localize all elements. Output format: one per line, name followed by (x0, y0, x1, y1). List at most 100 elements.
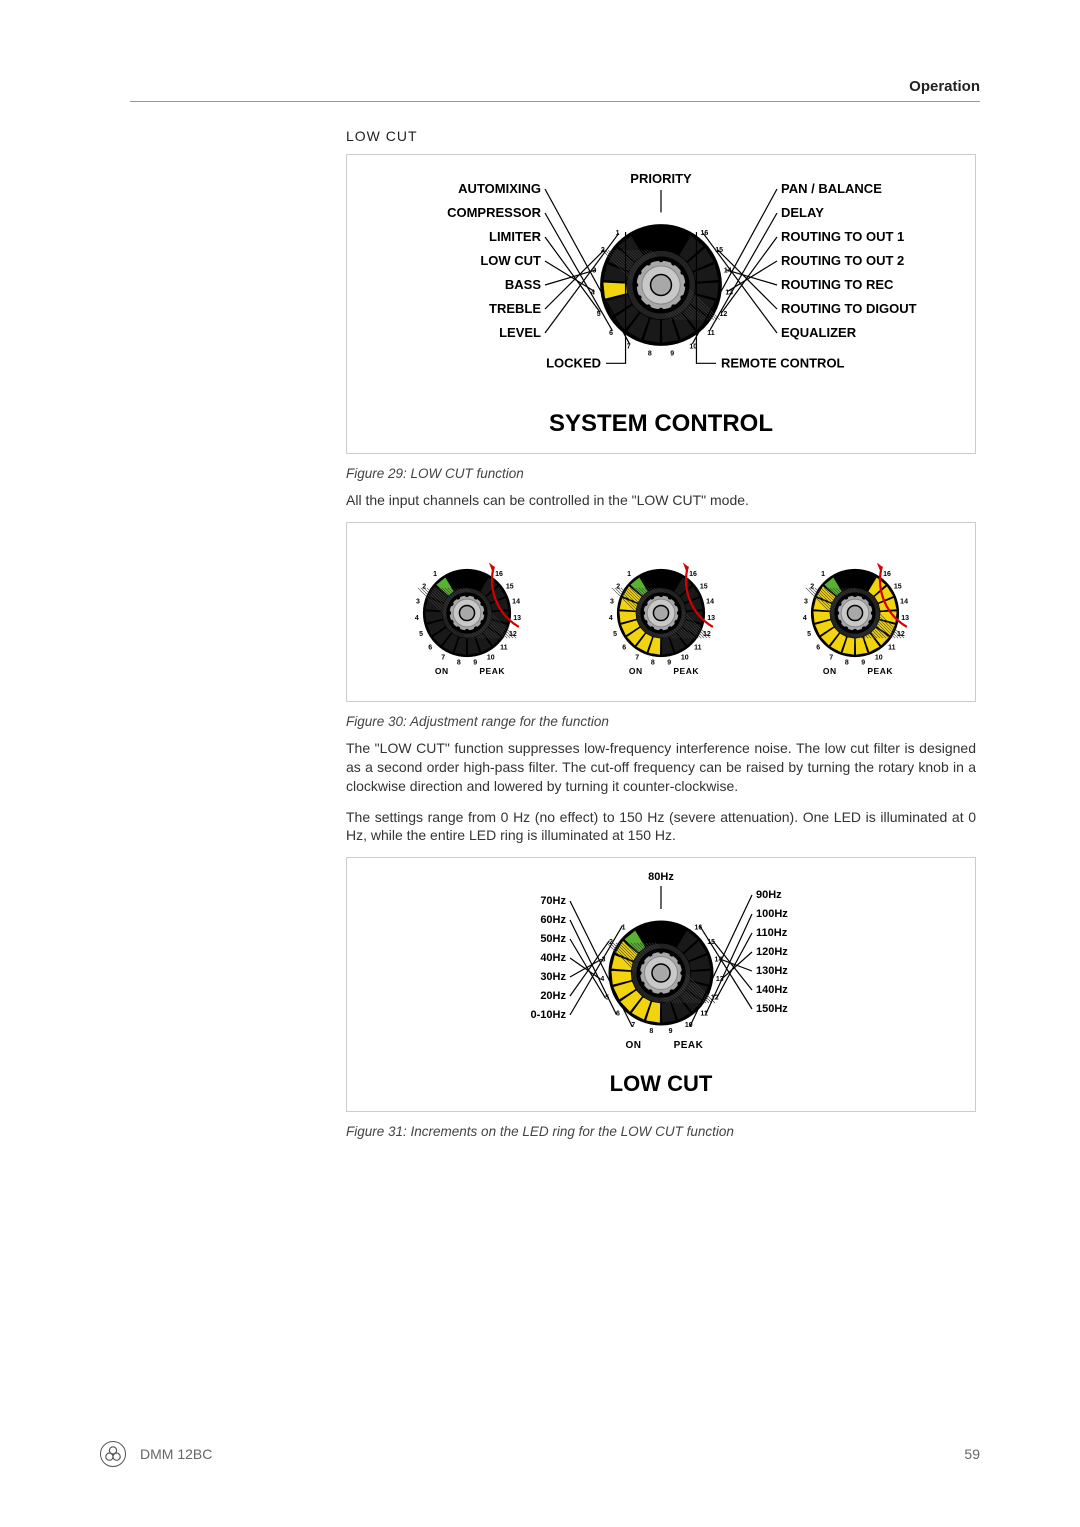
svg-text:100Hz: 100Hz (756, 908, 788, 920)
svg-text:11: 11 (500, 644, 508, 651)
svg-text:AUTOMIXING: AUTOMIXING (458, 181, 541, 196)
svg-text:5: 5 (419, 631, 423, 638)
svg-text:TREBLE: TREBLE (489, 301, 541, 316)
svg-text:12: 12 (703, 631, 711, 638)
svg-text:12: 12 (897, 631, 905, 638)
svg-text:1: 1 (622, 925, 626, 932)
figure-29-caption: Figure 29: LOW CUT function (346, 466, 976, 481)
svg-text:6: 6 (428, 644, 432, 651)
svg-text:16: 16 (689, 571, 697, 578)
svg-text:7: 7 (627, 343, 631, 350)
svg-text:110Hz: 110Hz (756, 927, 788, 939)
svg-text:LEVEL: LEVEL (499, 325, 541, 340)
svg-text:2: 2 (616, 583, 620, 590)
svg-text:14: 14 (512, 598, 520, 605)
footer-page-number: 59 (964, 1446, 980, 1462)
svg-text:140Hz: 140Hz (756, 984, 788, 996)
svg-text:150Hz: 150Hz (756, 1003, 788, 1015)
figure-30-box: 12345678910111213141516ONPEAK12345678910… (346, 522, 976, 702)
svg-text:8: 8 (651, 660, 655, 667)
svg-text:14: 14 (706, 598, 714, 605)
svg-text:16: 16 (701, 230, 709, 237)
svg-text:7: 7 (635, 654, 639, 661)
svg-text:5: 5 (613, 631, 617, 638)
svg-text:12: 12 (509, 631, 517, 638)
paragraph-2: The "LOW CUT" function suppresses low-fr… (346, 739, 976, 796)
svg-text:40Hz: 40Hz (540, 952, 566, 964)
svg-text:ON: ON (435, 666, 449, 676)
svg-text:ON: ON (626, 1040, 642, 1051)
svg-text:9: 9 (669, 1029, 673, 1036)
svg-text:LOW CUT: LOW CUT (610, 1071, 713, 1096)
svg-text:5: 5 (807, 631, 811, 638)
figure-31-box: 1234567891011121314151680Hz0-10Hz20Hz30H… (346, 857, 976, 1112)
svg-text:7: 7 (829, 654, 833, 661)
svg-text:15: 15 (700, 583, 708, 590)
svg-text:60Hz: 60Hz (540, 914, 566, 926)
svg-text:16: 16 (495, 571, 503, 578)
svg-text:3: 3 (804, 598, 808, 605)
section-heading: LOW CUT (346, 128, 976, 144)
paragraph-3: The settings range from 0 Hz (no effect)… (346, 808, 976, 846)
svg-text:90Hz: 90Hz (756, 889, 782, 901)
svg-text:13: 13 (901, 615, 909, 622)
svg-text:PEAK: PEAK (673, 666, 699, 676)
svg-text:ON: ON (823, 666, 837, 676)
main-content: LOW CUT 12345678910111213141516PRIORITYA… (346, 128, 976, 1139)
svg-text:ON: ON (629, 666, 643, 676)
header-section-title: Operation (130, 78, 980, 102)
page-footer: DMM 12BC 59 (100, 1441, 980, 1467)
svg-text:8: 8 (457, 660, 461, 667)
svg-text:PEAK: PEAK (479, 666, 505, 676)
paragraph-1: All the input channels can be controlled… (346, 491, 976, 510)
svg-text:50Hz: 50Hz (540, 933, 566, 945)
svg-text:1: 1 (433, 571, 437, 578)
svg-text:1: 1 (821, 571, 825, 578)
svg-text:8: 8 (845, 660, 849, 667)
svg-text:11: 11 (707, 330, 715, 337)
svg-text:11: 11 (888, 644, 896, 651)
svg-text:15: 15 (506, 583, 514, 590)
svg-text:PEAK: PEAK (867, 666, 893, 676)
svg-text:ROUTING TO OUT 1: ROUTING TO OUT 1 (781, 229, 904, 244)
svg-text:LIMITER: LIMITER (489, 229, 542, 244)
svg-text:ROUTING TO OUT 2: ROUTING TO OUT 2 (781, 253, 904, 268)
svg-text:80Hz: 80Hz (648, 871, 674, 883)
svg-text:COMPRESSOR: COMPRESSOR (447, 205, 542, 220)
svg-text:PRIORITY: PRIORITY (630, 171, 692, 186)
figure-31-caption: Figure 31: Increments on the LED ring fo… (346, 1124, 976, 1139)
svg-text:13: 13 (513, 615, 521, 622)
svg-text:8: 8 (648, 351, 652, 358)
svg-text:4: 4 (803, 615, 807, 622)
svg-text:9: 9 (670, 351, 674, 358)
svg-text:16: 16 (883, 571, 891, 578)
figure-29-box: 12345678910111213141516PRIORITYAUTOMIXIN… (346, 154, 976, 454)
svg-text:EQUALIZER: EQUALIZER (781, 325, 857, 340)
svg-text:SYSTEM CONTROL: SYSTEM CONTROL (549, 410, 773, 437)
brand-logo-icon (100, 1441, 126, 1467)
svg-text:9: 9 (473, 660, 477, 667)
svg-text:6: 6 (622, 644, 626, 651)
svg-text:4: 4 (415, 615, 419, 622)
svg-text:PAN / BALANCE: PAN / BALANCE (781, 181, 882, 196)
svg-text:30Hz: 30Hz (540, 971, 566, 983)
svg-text:BASS: BASS (505, 277, 541, 292)
svg-text:11: 11 (694, 644, 702, 651)
svg-text:120Hz: 120Hz (756, 946, 788, 958)
svg-text:70Hz: 70Hz (540, 895, 566, 907)
svg-text:3: 3 (610, 598, 614, 605)
svg-text:10: 10 (875, 654, 883, 661)
svg-text:6: 6 (816, 644, 820, 651)
svg-text:9: 9 (861, 660, 865, 667)
figure-30-caption: Figure 30: Adjustment range for the func… (346, 714, 976, 729)
svg-text:9: 9 (667, 660, 671, 667)
svg-text:10: 10 (487, 654, 495, 661)
svg-text:7: 7 (441, 654, 445, 661)
svg-text:14: 14 (900, 598, 908, 605)
svg-text:13: 13 (707, 615, 715, 622)
svg-text:3: 3 (416, 598, 420, 605)
svg-text:ROUTING TO DIGOUT: ROUTING TO DIGOUT (781, 301, 917, 316)
svg-text:LOW CUT: LOW CUT (480, 253, 541, 268)
footer-model: DMM 12BC (140, 1446, 212, 1462)
svg-text:DELAY: DELAY (781, 205, 824, 220)
